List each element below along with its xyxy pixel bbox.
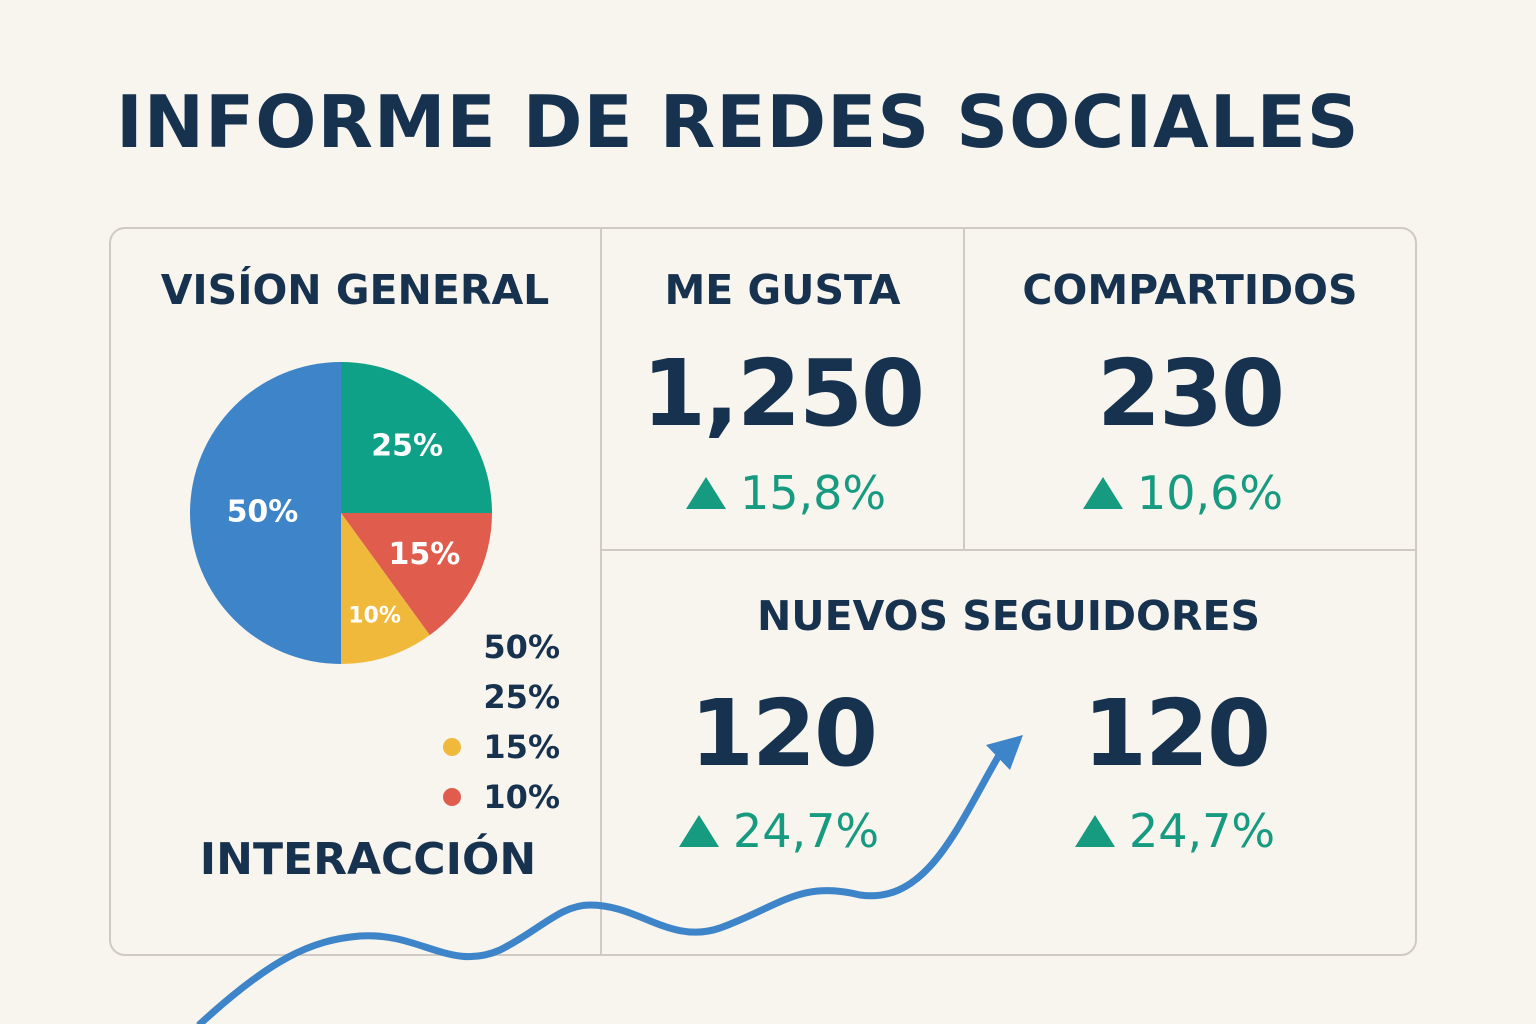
yellow-dot-icon xyxy=(443,738,462,756)
legend-item-3: 15% xyxy=(440,727,560,767)
overview-pie-chart: 25% 15% 10% 50% xyxy=(190,362,492,664)
dashboard-frame xyxy=(109,227,1417,956)
likes-change: 15,8% xyxy=(686,466,886,520)
divider-left xyxy=(600,229,602,954)
followers-change-value-1: 24,7% xyxy=(733,804,880,858)
overview-footer: INTERACCIÓN xyxy=(199,834,537,885)
divider-middle xyxy=(963,229,965,550)
legend-label: 15% xyxy=(483,728,560,766)
legend-item-4: 10% xyxy=(440,777,560,817)
legend-label: 10% xyxy=(483,778,560,816)
overview-title: VISÍON GENERAL xyxy=(160,266,550,314)
up-triangle-icon xyxy=(1083,477,1123,509)
pie-slice-25 xyxy=(341,362,492,513)
shares-change-value: 10,6% xyxy=(1137,466,1284,520)
pie-label-15: 15% xyxy=(389,537,461,572)
followers-change-2: 24,7% xyxy=(1075,804,1275,858)
followers-change-value-2: 24,7% xyxy=(1129,804,1276,858)
pie-slice-10 xyxy=(341,513,430,664)
shares-change: 10,6% xyxy=(1083,466,1283,520)
legend-label: 25% xyxy=(483,678,560,716)
up-triangle-icon xyxy=(1075,815,1115,847)
up-triangle-icon xyxy=(679,815,719,847)
followers-value-1: 120 xyxy=(690,680,878,787)
legend-item-2: 25% xyxy=(440,677,560,717)
pie-label-25: 25% xyxy=(371,428,443,463)
followers-title: NUEVOS SEGUIDORES xyxy=(756,592,1260,640)
shares-title: COMPARTIDOS xyxy=(1022,266,1358,314)
legend-item-1: 50% xyxy=(440,627,560,667)
red-dot-icon xyxy=(443,788,462,806)
pie-slice-50 xyxy=(190,362,341,664)
pie-slice-15 xyxy=(341,513,492,636)
page-title: INFORME DE REDES SOCIALES xyxy=(116,80,1360,164)
likes-title: ME GUSTA xyxy=(664,266,901,314)
legend-label: 50% xyxy=(483,628,560,666)
likes-value: 1,250 xyxy=(641,340,925,447)
pie-label-50: 50% xyxy=(227,495,299,530)
pie-label-10: 10% xyxy=(348,603,401,628)
followers-change-1: 24,7% xyxy=(679,804,879,858)
up-triangle-icon xyxy=(686,477,726,509)
followers-value-2: 120 xyxy=(1083,680,1271,787)
likes-change-value: 15,8% xyxy=(740,466,887,520)
shares-value: 230 xyxy=(1096,340,1285,447)
divider-horizontal xyxy=(602,549,1415,551)
